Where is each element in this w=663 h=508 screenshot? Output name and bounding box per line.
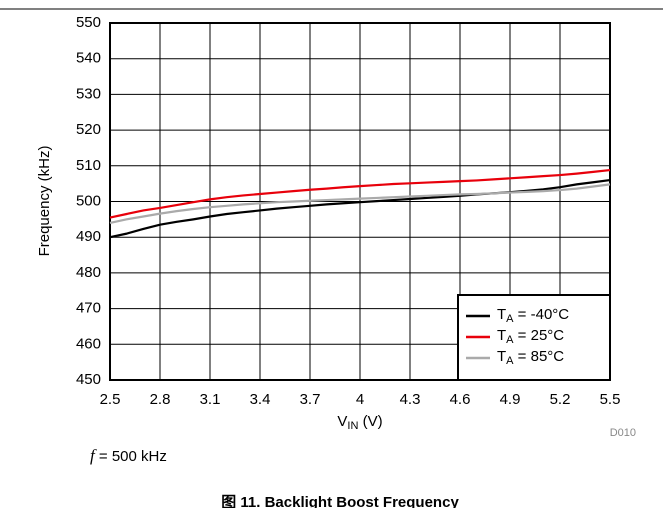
x-axis-label: VIN (V) bbox=[337, 413, 382, 432]
caption: 图 11. Backlight Boost Frequency bbox=[221, 494, 459, 508]
x-tick-label: 2.5 bbox=[100, 391, 121, 408]
series-line bbox=[109, 183, 611, 224]
y-tick-label: 490 bbox=[76, 228, 101, 245]
x-tick-label: 5.5 bbox=[600, 391, 621, 408]
y-tick-label: 470 bbox=[76, 300, 101, 317]
x-tick-label: 4.3 bbox=[400, 391, 421, 408]
figure-id: D010 bbox=[610, 427, 636, 439]
y-tick-label: 460 bbox=[76, 335, 101, 352]
x-tick-label: 4.6 bbox=[450, 391, 471, 408]
x-tick-label: 3.1 bbox=[200, 391, 221, 408]
legend-label: TA = 25°C bbox=[497, 327, 564, 346]
y-tick-label: 450 bbox=[76, 371, 101, 388]
x-tick-label: 3.7 bbox=[300, 391, 321, 408]
y-axis-label: Frequency (kHz) bbox=[36, 146, 53, 257]
x-tick-label: 4.9 bbox=[500, 391, 521, 408]
y-tick-label: 500 bbox=[76, 192, 101, 209]
x-tick-label: 5.2 bbox=[550, 391, 571, 408]
y-tick-label: 520 bbox=[76, 121, 101, 138]
note: f = 500 kHz bbox=[90, 446, 167, 465]
y-tick-label: 510 bbox=[76, 157, 101, 174]
legend-label: TA = -40°C bbox=[497, 306, 569, 325]
y-tick-label: 540 bbox=[76, 50, 101, 67]
plot-frame bbox=[109, 22, 611, 381]
series-line bbox=[109, 168, 611, 219]
x-tick-label: 2.8 bbox=[150, 391, 171, 408]
y-tick-label: 550 bbox=[76, 14, 101, 31]
legend-box bbox=[457, 294, 611, 381]
y-tick-label: 480 bbox=[76, 264, 101, 281]
x-tick-label: 4 bbox=[356, 391, 364, 408]
x-tick-label: 3.4 bbox=[250, 391, 271, 408]
legend-label: TA = 85°C bbox=[497, 348, 564, 367]
y-tick-label: 530 bbox=[76, 85, 101, 102]
